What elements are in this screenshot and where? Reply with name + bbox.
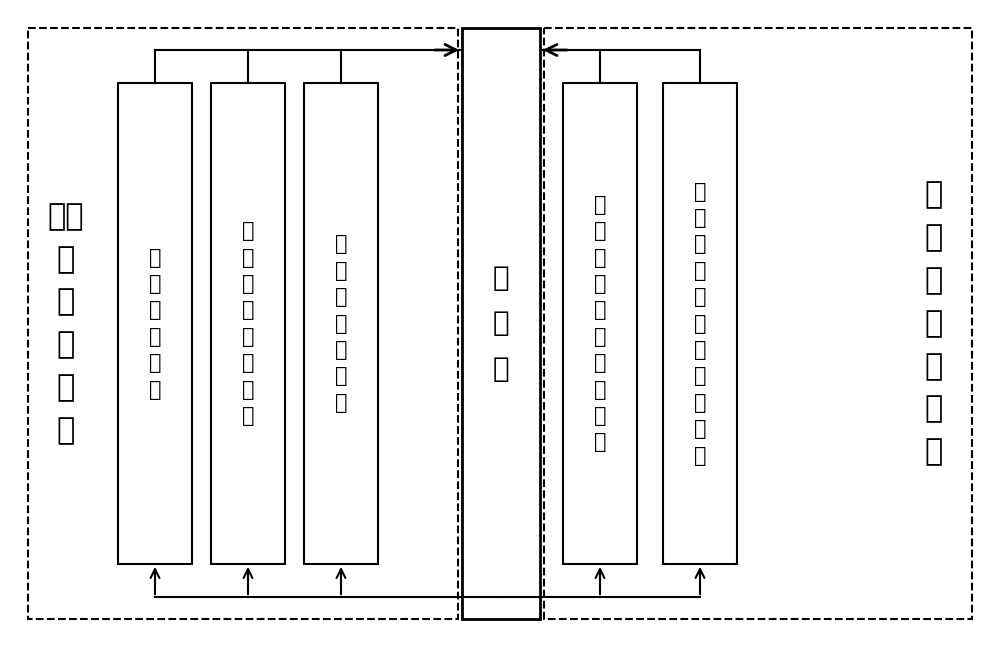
Text: 压力
控
制
子
系
统: 压力 控 制 子 系 统 [48, 202, 84, 445]
Text: 温
度
控
制
子
系
统: 温 度 控 制 子 系 统 [925, 181, 943, 466]
Text: 孔
隙
压
力
控
制
模
块: 孔 隙 压 力 控 制 模 块 [242, 221, 254, 426]
Bar [118, 83, 192, 564]
Bar [211, 83, 285, 564]
Text: 模
拟
舟: 模 拟 舟 [493, 264, 509, 383]
Bar [462, 28, 540, 619]
Bar [563, 83, 637, 564]
Text: 模
拟
舱
外
壁
温
度
控
制
模
块: 模 拟 舱 外 壁 温 度 控 制 模 块 [694, 182, 706, 465]
Text: 渗
透
压
控
制
模
块: 渗 透 压 控 制 模 块 [335, 234, 347, 413]
Bar [663, 83, 737, 564]
Bar [544, 28, 972, 619]
Text: 围
压
控
制
模
块: 围 压 控 制 模 块 [149, 248, 161, 399]
Bar [28, 28, 458, 619]
Text: 模
拟
舱
内
温
度
控
制
模
块: 模 拟 舱 内 温 度 控 制 模 块 [594, 195, 606, 452]
Bar [304, 83, 378, 564]
